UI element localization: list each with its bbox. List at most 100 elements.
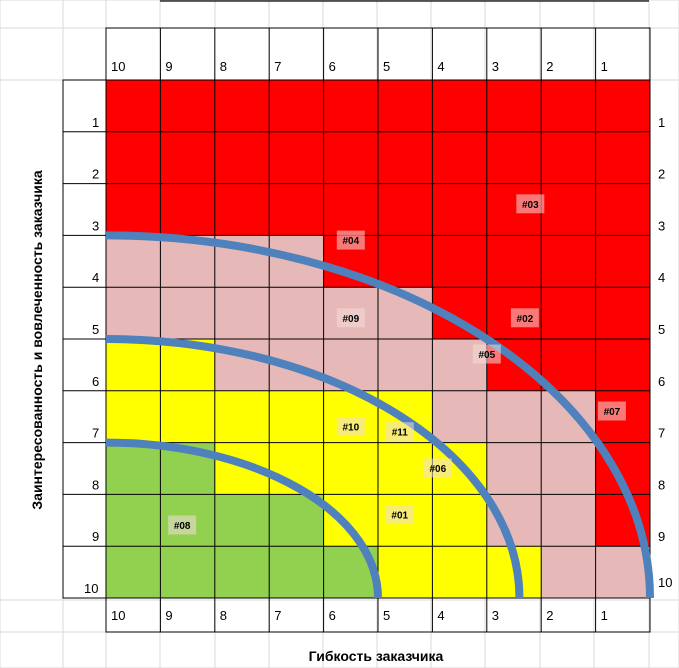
- heatmap-cell: [378, 235, 433, 288]
- heatmap-cell: [541, 287, 597, 340]
- data-point-label: #03: [522, 200, 539, 211]
- data-point-bg: [510, 308, 539, 328]
- y-ticks-left: 1 2 3 4 5 6 7 8 9 10: [84, 115, 99, 596]
- y-ticks-right: 1 2 3 4 5 6 7 8 9 10: [658, 115, 672, 590]
- y-tick-left: 7: [92, 426, 99, 441]
- data-point-bg: [336, 230, 365, 250]
- y-tick-right: 9: [658, 529, 665, 544]
- data-point-label: #05: [478, 350, 495, 361]
- x-tick-bottom: 5: [383, 608, 390, 623]
- heatmap-cell: [160, 287, 216, 340]
- heatmap-cell: [541, 80, 597, 133]
- heatmap-cell: [269, 131, 325, 185]
- heatmap-cell: [432, 80, 488, 133]
- y-tick-left: 4: [92, 270, 99, 285]
- y-tick-right: 1: [658, 115, 665, 130]
- heatmap-cell: [595, 546, 651, 599]
- x-tick-top: 2: [546, 59, 553, 74]
- y-tick-right: 6: [658, 374, 665, 389]
- x-tick-bottom: 3: [492, 608, 499, 623]
- heatmap-cell: [160, 131, 216, 185]
- data-point: #03: [516, 194, 545, 214]
- heatmap-cell: [595, 183, 651, 236]
- heatmap-cell: [214, 131, 270, 185]
- data-point: #08: [168, 515, 197, 535]
- heatmap-cell: [323, 80, 379, 133]
- heatmap-cell: [486, 80, 542, 133]
- y-tick-right: 5: [658, 322, 665, 337]
- heatmap-cell: [486, 494, 542, 547]
- data-point-bg: [516, 194, 545, 214]
- data-point: #02: [510, 308, 539, 328]
- heatmap-cell: [160, 390, 216, 444]
- data-point-label: #04: [342, 236, 359, 247]
- heatmap-cell: [595, 80, 651, 133]
- y-tick-left: 6: [92, 374, 99, 389]
- x-tick-top: 5: [383, 59, 390, 74]
- data-point-bg: [385, 422, 414, 442]
- x-tick-top: 9: [165, 59, 172, 74]
- heatmap-cell: [214, 183, 270, 236]
- y-tick-right: 7: [658, 426, 665, 441]
- heatmap-cell: [378, 183, 433, 236]
- x-ticks-bottom: 10 9 8 7 6 5 4 3 2 1: [111, 608, 608, 623]
- heatmap-cell: [106, 390, 161, 444]
- cell-gridlines: [63, 28, 651, 632]
- data-point-bg: [336, 308, 365, 328]
- x-tick-bottom: 6: [329, 608, 336, 623]
- heatmap-cell: [106, 339, 161, 392]
- heatmap-cell: [269, 546, 325, 599]
- heatmap-cell: [106, 183, 161, 236]
- heatmap-cell: [541, 339, 597, 392]
- heatmap-cell: [432, 494, 488, 547]
- y-tick-right: 10: [658, 575, 672, 590]
- heatmap-cell: [541, 546, 597, 599]
- heatmap-cell: [595, 131, 651, 185]
- data-point-bg: [168, 515, 197, 535]
- y-tick-left: 8: [92, 477, 99, 492]
- heatmap-cell: [323, 131, 379, 185]
- heatmap-cell: [486, 442, 542, 495]
- data-point-label: #02: [517, 314, 534, 325]
- heatmap-cell: [541, 235, 597, 288]
- x-axis-label: Гибкость заказчика: [309, 648, 444, 664]
- data-point-label: #01: [391, 511, 408, 522]
- data-point-label: #07: [604, 407, 621, 418]
- x-tick-bottom: 7: [274, 608, 281, 623]
- heatmap-cell: [378, 339, 433, 392]
- data-point-label: #08: [174, 521, 191, 532]
- heatmap-cell: [323, 183, 379, 236]
- data-point-label: #09: [342, 314, 359, 325]
- heatmap-cell: [432, 390, 488, 444]
- heatmap-cell: [432, 183, 488, 236]
- heatmap-cell: [160, 546, 216, 599]
- heatmap-cell: [486, 235, 542, 288]
- heatmap-cell: [595, 235, 651, 288]
- x-tick-bottom: 2: [546, 608, 553, 623]
- heatmap-cell: [541, 442, 597, 495]
- heatmap-cell: [106, 287, 161, 340]
- data-points: #03 #04 #09 #02 #05 #07 #10 #11 #06 #01 #08: [168, 194, 626, 535]
- heatmap-cell: [106, 131, 161, 185]
- data-point: #07: [597, 401, 626, 421]
- x-tick-top: 8: [220, 59, 227, 74]
- heatmap-cell: [432, 546, 488, 599]
- heatmap-cell: [214, 80, 270, 133]
- y-axis-label: Заинтересованность и вовлеченность заказ…: [29, 170, 45, 509]
- heatmap-cell: [378, 80, 433, 133]
- heatmap-cell: [378, 131, 433, 185]
- data-point: #09: [336, 308, 365, 328]
- y-tick-left: 10: [84, 581, 98, 596]
- data-point: #01: [385, 505, 414, 525]
- heatmap-cell: [106, 442, 161, 495]
- heatmap-cell: [323, 442, 379, 495]
- heatmap-cell: [269, 390, 325, 444]
- x-tick-bottom: 8: [220, 608, 227, 623]
- data-point-bg: [336, 417, 365, 437]
- y-tick-left: 2: [92, 167, 99, 182]
- heatmap-cell: [378, 442, 433, 495]
- heatmap-cell: [595, 339, 651, 392]
- data-point-label: #11: [392, 428, 409, 439]
- x-tick-top: 4: [437, 59, 444, 74]
- x-tick-bottom: 4: [437, 608, 444, 623]
